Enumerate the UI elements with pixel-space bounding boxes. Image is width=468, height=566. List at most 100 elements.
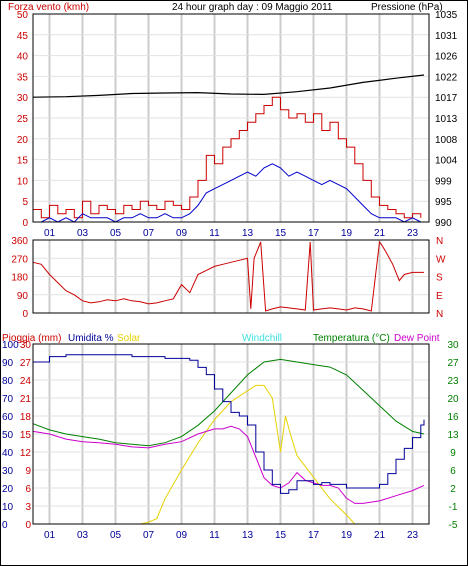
temperature-tick: 9 <box>450 448 456 459</box>
temperature-tick: -5 <box>449 520 458 531</box>
hour-tick-label: 19 <box>341 530 353 541</box>
hour-ticks-bottom: 01 03 05 07 09 11 13 15 17 19 21 23 <box>44 530 419 541</box>
pressure-ticks: 1035 1031 1026 1022 1017 1013 1008 1004 999 995 99… <box>435 10 458 229</box>
rain-tick: 12 <box>20 448 32 459</box>
rain-tick: 27 <box>20 358 32 369</box>
rain-tick: 15 <box>20 430 32 441</box>
pressure-tick: 995 <box>435 197 452 208</box>
wind-average-series-line <box>33 163 422 223</box>
direction-compass-tick: W <box>436 254 446 265</box>
wind-speed-tick: 40 <box>17 52 29 63</box>
hour-tick-label: 01 <box>44 530 56 541</box>
wind-speed-tick: 25 <box>17 114 29 125</box>
pressure-tick: 1035 <box>435 10 458 21</box>
pressure-tick: 1008 <box>435 135 458 146</box>
pressure-tick: 1031 <box>435 31 458 42</box>
pressure-axis-label: Pressione (hPa) <box>371 2 443 13</box>
hour-tick-label: 21 <box>374 530 386 541</box>
direction-compass-tick: N <box>436 309 443 320</box>
hour-tick-label: 03 <box>77 530 89 541</box>
pressure-tick: 1004 <box>435 156 458 167</box>
wind-axis-label: Forza vento (kmh) <box>8 2 89 13</box>
pressure-tick: 999 <box>435 176 452 187</box>
hour-tick-label: 15 <box>275 228 287 239</box>
pressure-tick: 1022 <box>435 72 458 83</box>
humidity-tick: 70 <box>2 394 14 405</box>
pressure-tick: 1013 <box>435 114 458 125</box>
hour-tick-label: 09 <box>176 228 188 239</box>
graph-title: 24 hour graph day : 09 Maggio 2011 <box>172 2 333 13</box>
hour-tick-label: 23 <box>407 530 419 541</box>
humidity-tick: 30 <box>2 466 14 477</box>
wind-speed-tick: 5 <box>22 197 28 208</box>
wind-speed-tick: 20 <box>17 135 29 146</box>
humidity-tick: 40 <box>2 448 14 459</box>
hour-tick-label: 11 <box>209 530 220 541</box>
temperature-tick: 27 <box>447 358 459 369</box>
climate-plot-area <box>32 343 430 525</box>
hour-tick-label: 05 <box>110 228 122 239</box>
humidity-tick: 10 <box>2 502 14 513</box>
wind-gust-series-line <box>33 96 422 219</box>
climate-grid <box>33 344 429 524</box>
hour-tick-label: 03 <box>77 228 89 239</box>
hour-tick-label: 07 <box>143 530 155 541</box>
direction-compass-tick: N <box>436 236 443 247</box>
humidity-tick: 80 <box>2 376 14 387</box>
hour-ticks-top: 01 03 05 07 09 11 13 15 17 19 21 23 <box>44 228 419 239</box>
direction-degree-tick: 180 <box>11 273 28 284</box>
temperature-series-line <box>32 358 425 447</box>
temperature-tick: 13 <box>447 430 459 441</box>
wind-pressure-grid <box>33 14 429 222</box>
pressure-tick: 990 <box>435 218 452 229</box>
rain-tick: 24 <box>20 376 32 387</box>
pressure-series-line <box>32 74 425 98</box>
temperature-tick: 6 <box>450 466 456 477</box>
hour-tick-label: 01 <box>44 228 56 239</box>
hour-tick-label: 17 <box>308 530 320 541</box>
hour-tick-label: 13 <box>242 530 254 541</box>
temperature-tick: -1 <box>449 502 458 513</box>
dewpoint-label: Dew Point <box>394 333 440 344</box>
wind-direction-series-line <box>32 240 424 312</box>
hour-tick-label: 07 <box>143 228 155 239</box>
temperature-tick: 30 <box>447 340 459 351</box>
wind-speed-tick: 45 <box>17 31 29 42</box>
rain-tick: 0 <box>25 520 31 531</box>
hour-tick-label: 11 <box>209 228 220 239</box>
rain-tick: 6 <box>25 484 31 495</box>
direction-compass-tick: E <box>436 291 443 302</box>
direction-grid <box>33 240 429 313</box>
rain-tick: 18 <box>20 412 32 423</box>
solar-label: Solar <box>117 333 141 344</box>
temperature-tick: 20 <box>447 394 459 405</box>
pressure-tick: 1017 <box>435 93 458 104</box>
temperature-tick: 23 <box>447 376 459 387</box>
hour-tick-label: 23 <box>407 228 419 239</box>
humidity-label: Umidita % <box>68 333 114 344</box>
direction-degree-tick: 90 <box>17 291 29 302</box>
rain-label: Pioggia (mm) <box>2 333 61 344</box>
direction-degree-tick: 0 <box>22 309 28 320</box>
temperature-ticks: 30 27 23 20 16 13 9 6 2 -1 -5 <box>447 340 459 531</box>
pressure-tick: 1026 <box>435 52 458 63</box>
direction-degree-ticks: 360 270 180 90 0 <box>11 236 28 320</box>
humidity-tick: 100 <box>2 340 19 351</box>
windchill-label: Windchill <box>242 333 282 344</box>
hour-tick-label: 19 <box>341 228 353 239</box>
temperature-label: Temperatura (°C) <box>313 333 390 344</box>
rain-tick: 21 <box>20 394 32 405</box>
wind-pressure-plot-area <box>32 13 430 223</box>
temperature-tick: 16 <box>447 412 459 423</box>
hour-tick-label: 13 <box>242 228 254 239</box>
rain-tick: 30 <box>20 340 32 351</box>
hour-tick-label: 21 <box>374 228 386 239</box>
direction-degree-tick: 360 <box>11 236 28 247</box>
wind-speed-tick: 50 <box>17 10 29 21</box>
humidity-tick: 20 <box>2 484 14 495</box>
temperature-tick: 2 <box>450 484 456 495</box>
